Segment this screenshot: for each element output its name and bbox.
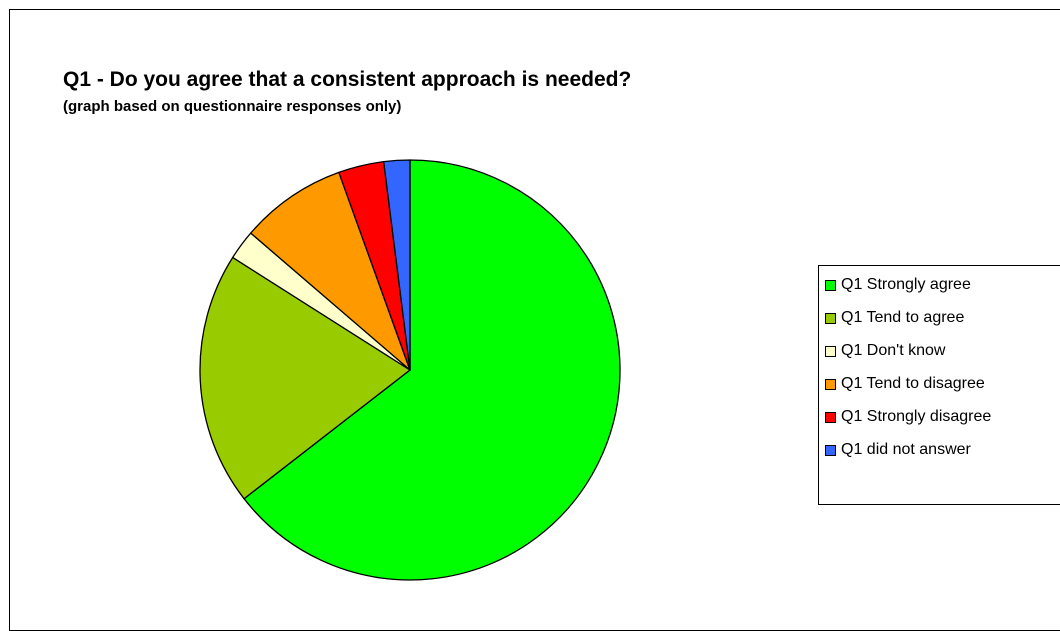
legend-label: Q1 did not answer bbox=[841, 441, 971, 458]
legend-item: Q1 Tend to agree bbox=[819, 307, 964, 329]
legend-label: Q1 Strongly disagree bbox=[841, 408, 992, 425]
pie-slice-q1-tend-to-agree bbox=[199, 256, 411, 500]
pie-slice-q1-strongly-agree bbox=[243, 159, 621, 581]
legend-item: Q1 Don't know bbox=[819, 340, 945, 362]
legend-label: Q1 Don't know bbox=[841, 342, 946, 359]
legend-swatch bbox=[825, 444, 836, 456]
legend-label: Q1 Tend to agree bbox=[841, 309, 965, 326]
legend-swatch bbox=[825, 378, 836, 390]
chart-subtitle: (graph based on questionnaire responses … bbox=[63, 98, 402, 115]
legend-label: Q1 Tend to disagree bbox=[841, 375, 985, 392]
legend-item: Q1 Strongly disagree bbox=[819, 406, 991, 428]
legend-label: Q1 Strongly agree bbox=[841, 276, 971, 293]
legend-swatch bbox=[825, 411, 836, 423]
legend-swatch bbox=[825, 279, 836, 291]
legend-item: Q1 did not answer bbox=[819, 439, 971, 461]
legend-swatch bbox=[825, 312, 836, 324]
legend-item: Q1 Strongly agree bbox=[819, 274, 971, 296]
legend-swatch bbox=[825, 345, 836, 357]
pie-slice-q1-did-not-answer bbox=[383, 159, 411, 371]
chart-title: Q1 - Do you agree that a consistent appr… bbox=[63, 68, 632, 91]
pie-slice-q1-tend-to-disagree bbox=[250, 171, 411, 371]
legend-item: Q1 Tend to disagree bbox=[819, 373, 985, 395]
chart-legend: Q1 Strongly agree Q1 Tend to agree Q1 Don'… bbox=[818, 265, 1060, 505]
